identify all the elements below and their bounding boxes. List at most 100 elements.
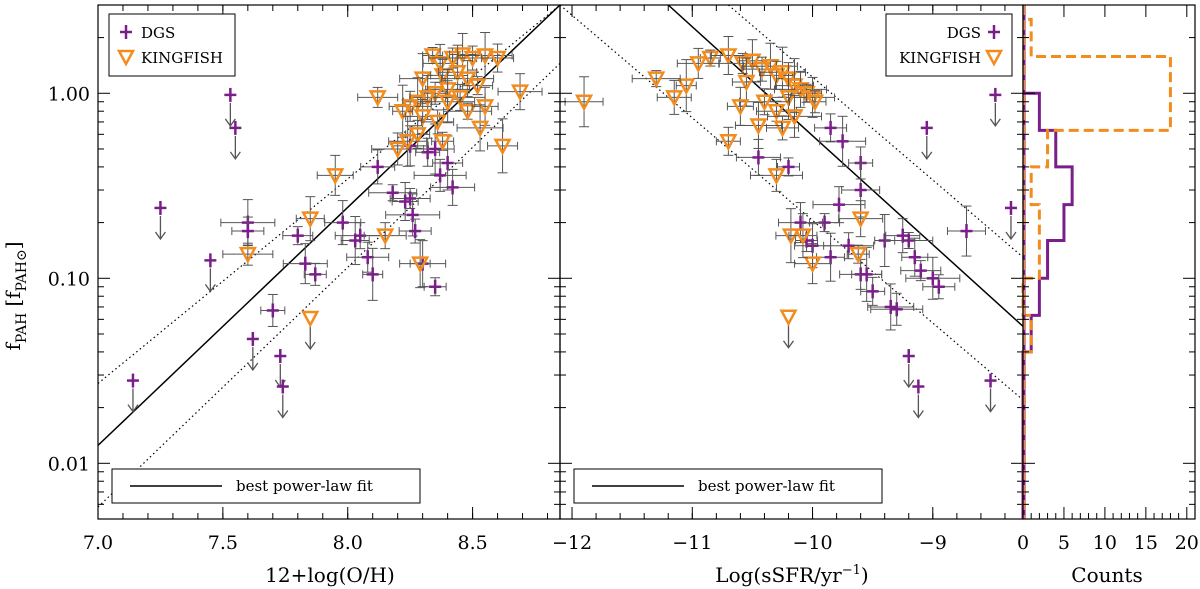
panel-histogram: 0 5 10 15 20 [1017,4,1199,554]
x-tick-label-left-2: 8.0 [333,532,363,554]
kingfish-point-21 [475,99,495,116]
kingfish-point-13 [805,94,825,112]
kingfish-point-1 [719,48,738,66]
kingfish-point-11 [797,86,816,103]
kingfish-point-26 [719,134,738,151]
kingfish-point-16 [737,74,756,92]
kingfish-point-37 [301,310,320,328]
y-tick-label-0: 0.01 [48,453,90,475]
kingfish-point-23 [438,94,457,112]
x-tick-label-left-3: 8.5 [457,532,487,554]
kingfish-point-7 [413,71,432,89]
legend-box [885,13,1013,77]
kingfish-point-29 [493,138,512,156]
legend-dgs-label: DGS [141,24,175,42]
y-axis-title-sub: PAH [14,313,30,343]
dgs-point-4-limit-head [204,283,216,293]
y-tick-label-1: 0.10 [48,268,90,290]
hist-x-tick-label-3: 15 [1134,532,1158,554]
series-dgs [735,87,1017,419]
legend-kingfish-marker [116,49,136,67]
legend-left: DGS KINGFISH [108,13,236,77]
kingfish-point-15 [451,90,470,108]
kingfish-point-31 [433,134,452,151]
kingfish-point-22 [767,103,786,121]
dgs-point-0-limit-head [989,118,1001,128]
dgs-point-7-limit-head [247,362,259,372]
x-axis-title-left: 12+log(O/H) [265,563,395,587]
kingfish-point-27 [574,94,594,112]
kingfish-point-4 [752,61,772,79]
y-axis-title: fPAH [fPAH⊙] [1,241,30,350]
legend-middle: DGS KINGFISH [885,13,1013,77]
histogram-dgs [1021,91,1074,519]
kingfish-point-0 [423,48,442,66]
kingfish-point-24 [428,114,447,132]
panel-middle: −12 −11 −10 −9 DGS KINGFISH best power-law fit [552,4,1024,554]
kingfish-point-14 [779,90,798,108]
legend-kingfish-marker [984,49,1004,67]
dgs-point-0-limit-head [224,118,236,128]
x-tick-label-left-1: 7.5 [208,532,238,554]
kingfish-point-28 [767,168,786,186]
kingfish-point-33-limit-head [782,340,795,349]
hist-x-tick-label-0: 0 [1017,532,1029,554]
fit-scatter-line-1 [98,62,560,508]
legend-dgs-label: DGS [947,24,981,42]
kingfish-point-17 [689,56,708,74]
kingfish-point-19 [665,90,684,108]
kingfish-point-11 [468,78,487,96]
x-axis-title-middle-main: Log(sSFR/yr [715,563,842,587]
kingfish-point-0 [701,50,720,68]
kingfish-point-6 [488,50,507,68]
dgs-point-2-limit-head [154,231,166,241]
y-tick-label-2: 1.00 [48,83,90,105]
hist-x-tick-label-1: 5 [1058,532,1070,554]
legend-kingfish-label: KINGFISH [899,49,981,67]
kingfish-point-24 [773,120,792,138]
kingfish-point-31 [849,246,868,264]
y-axis-title-main: f [1,342,25,351]
panel-frame-left [97,4,561,520]
kingfish-point-33 [238,246,257,264]
dgs-point-5-limit-head [985,404,997,413]
y-axis-title-bracket-close: ] [1,241,25,249]
kingfish-point-37-limit-head [304,341,316,351]
kingfish-point-13 [426,86,445,103]
histogram-outline-dgs [1021,91,1074,519]
kingfish-point-20 [458,103,477,121]
kingfish-point-35 [376,228,395,246]
kingfish-point-20 [647,71,666,89]
x-tick-label-middle-2: −10 [792,532,832,554]
plot-area-left [98,5,560,508]
kingfish-point-17 [401,99,420,116]
kingfish-point-18 [677,78,696,96]
dgs-point-3-limit-head [903,379,915,389]
hist-x-tick-label-2: 10 [1093,532,1117,554]
histogram-bar [1023,205,1064,241]
kingfish-point-25 [749,118,768,136]
kingfish-point-28 [388,141,407,159]
histogram-bar [1023,57,1170,131]
fit-legend-middle: best power-law fit [573,468,883,504]
kingfish-point-34 [793,228,813,246]
panel-frame-histogram [1022,4,1196,520]
kingfish-point-32 [326,168,345,186]
dgs-point-2-limit-head [1005,231,1017,241]
x-tick-label-middle-1: −11 [672,532,712,554]
kingfish-point-21 [731,99,750,116]
x-tick-label-middle-3: −9 [919,532,947,554]
hist-x-tick-label-4: 20 [1175,532,1199,554]
svg-text:fPAH[fPAH⊙]: fPAH [fPAH⊙] [1,241,30,350]
kingfish-point-30 [510,84,530,102]
histogram-bar [1023,167,1072,205]
x-tick-label-left-0: 7.0 [83,532,113,554]
kingfish-point-33 [779,309,798,327]
x-axis-title-middle: Log(sSFR/yr−1) [715,563,868,587]
y-axis-title-bracket-sub: PAH⊙ [14,249,30,291]
histogram-kingfish [1021,17,1172,354]
kingfish-point-18 [393,103,412,121]
dgs-point-4-limit-head [912,410,924,419]
kingfish-point-19 [413,109,432,127]
